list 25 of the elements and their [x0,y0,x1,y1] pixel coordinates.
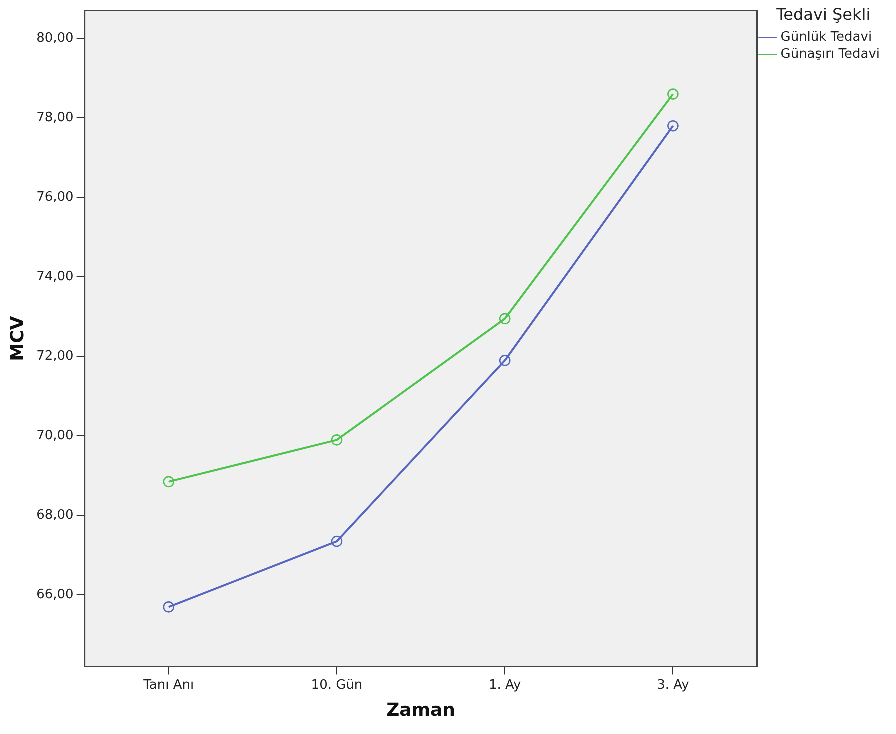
legend-title: Tedavi Şekli [776,5,871,24]
y-tick-label: 70,00 [36,428,74,444]
point [331,536,343,548]
point [668,120,679,132]
y-tick-label: 76,00 [36,190,74,206]
point [499,313,511,325]
y-tick-label: 78,00 [36,110,74,126]
y-tick-label: 72,00 [36,349,74,364]
x-tick-label: 10. Gün [311,678,363,693]
x-axis-title: Zaman [386,700,456,721]
x-tick-label: 1. Ay [488,678,522,693]
y-tick-label: 66,00 [36,588,74,603]
y-axis-title: MCV [7,316,28,362]
y-tick-label: 68,00 [36,508,74,524]
point [668,88,679,100]
x-tick-label: Tanı Anı [142,678,194,693]
y-tick-label: 80,00 [36,31,74,46]
point [163,476,175,488]
point [499,355,511,366]
point [331,434,343,446]
point [163,602,175,613]
legend-label: Günaşırı Tedavi [780,47,880,62]
legend-label: Günlük Tedavi [780,30,872,46]
x-tick-label: 3. Ay [657,678,690,693]
y-tick-label: 74,00 [36,270,74,285]
